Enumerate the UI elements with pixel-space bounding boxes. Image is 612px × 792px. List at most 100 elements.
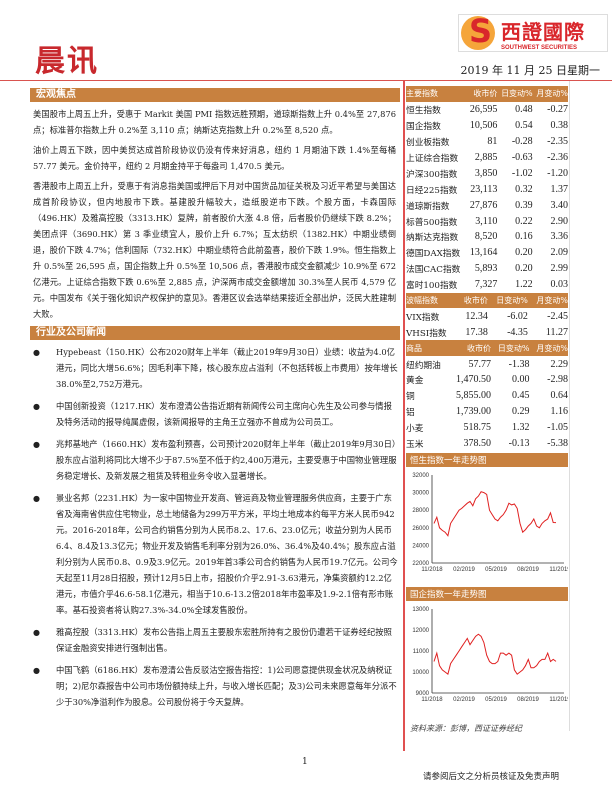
macro-paragraph: 香港股市上周五上升，受惠于有消息指美国或押后下月对中国货品加征关税及习近平希望与… [33, 181, 396, 319]
table-cell: 0.48 [515, 104, 533, 116]
table-cell: 2.29 [550, 358, 569, 370]
column-header: 月变动% [532, 86, 568, 102]
y-tick-label: 10000 [412, 670, 429, 676]
table-cell: 26,595 [469, 104, 498, 116]
column-header: 收市价 [457, 292, 488, 309]
x-tick-label: 11/2019 [549, 697, 568, 703]
table-cell: 黄金 [406, 376, 424, 387]
table-cell: 1,739.00 [455, 406, 491, 418]
column-header: 收市价 [448, 340, 491, 357]
news-text: 中国创新投资（1217.HK）发布澄清公告指近期有新闻传公司主席向心先生及公司参… [56, 401, 392, 427]
market-tables: 主要指数 收市价 日变动% 月变动% 恒生指数 26,595 0.48 -0.27 国企指数 10… [406, 86, 568, 451]
logo-en: SOUTHWEST SECURITIES [501, 44, 578, 51]
table-cell: -1.38 [508, 358, 530, 370]
table-cell: 3.36 [550, 231, 569, 243]
x-tick-label: 11/2018 [421, 567, 443, 573]
bullet-icon [30, 344, 56, 392]
y-tick-label: 30000 [412, 491, 429, 497]
divider [0, 80, 612, 81]
table-row: 铜 5,855.00 0.45 0.64 [406, 388, 568, 404]
column-header: 波幅指数 [406, 292, 458, 309]
table-row: 纳斯达克指数 8,520 0.16 3.36 [406, 229, 568, 245]
table-cell: -4.35 [507, 326, 528, 338]
table-cell: 3,850 [474, 167, 498, 179]
table-cell: 国企指数 [406, 122, 441, 133]
table-cell: 1,470.50 [455, 374, 491, 386]
left-column: 宏观焦点 美国股市上周五上升，受惠于 Markit 美国 PMI 指数远胜预期，… [30, 88, 400, 716]
bullet-icon [30, 490, 56, 618]
table-cell: 0.39 [515, 199, 533, 211]
market-table: 波幅指数 收市价 日变动% 月变动% VIX指数 12.34 -6.02 -2.45 VHSI指… [406, 292, 568, 341]
table-cell: -0.28 [511, 136, 533, 148]
news-item: Hypebeast（150.HK）公布2020财年上半年（截止2019年9月30… [30, 344, 400, 392]
table-row: 富时100指数 7,327 1.22 0.03 [406, 277, 568, 293]
table-cell: 富时100指数 [406, 281, 458, 292]
table-cell: 日经225指数 [406, 185, 458, 196]
table-cell: 5,893 [474, 263, 498, 275]
table-cell: 17.38 [465, 326, 488, 338]
table-row: 铝 1,739.00 0.29 1.16 [406, 404, 568, 420]
table-cell: 0.38 [550, 120, 569, 132]
table-row: 玉米 378.50 -0.13 -5.38 [406, 436, 568, 452]
logo-cn: 西證國際 [501, 19, 585, 44]
table-cell: -6.02 [507, 310, 528, 322]
y-tick-label: 11000 [413, 649, 430, 655]
y-tick-label: 32000 [412, 473, 429, 479]
news-item: 兆邦基地产（1660.HK）发布盈利预喜，公司预计2020财年上半年（截止201… [30, 436, 400, 484]
bullet-icon [30, 662, 56, 710]
series-line [433, 634, 557, 676]
table-cell: 7,327 [474, 279, 498, 291]
table-row: 标普500指数 3,110 0.22 2.90 [406, 213, 568, 229]
table-cell: 0.00 [511, 374, 530, 386]
table-cell: 0.03 [550, 279, 569, 291]
table-cell: 小麦 [406, 424, 424, 435]
market-table: 主要指数 收市价 日变动% 月变动% 恒生指数 26,595 0.48 -0.27 国企指数 10… [406, 86, 568, 293]
macro-heading: 宏观焦点 [30, 88, 400, 102]
table-cell: VIX指数 [406, 312, 440, 323]
bullet-icon [30, 624, 56, 656]
table-row: 上证综合指数 2,885 -0.63 -2.36 [406, 150, 568, 166]
market-table: 商品 收市价 日变动% 月变动% 纽约期油 57.77 -1.38 2.29 黄金 1,470.5… [406, 340, 568, 451]
table-cell: -2.36 [547, 152, 568, 163]
table-cell: 0.32 [515, 183, 533, 195]
hsi-chart-title: 恒生指数一年走势图 [406, 453, 568, 468]
column-header: 日变动% [487, 292, 528, 309]
table-cell: -0.27 [547, 104, 568, 116]
column-header: 月变动% [529, 340, 568, 357]
table-row: 沪深300指数 3,850 -1.02 -1.20 [406, 165, 568, 181]
table-cell: 378.50 [463, 438, 491, 450]
table-cell: -2.45 [547, 310, 568, 322]
table-cell: 2.99 [550, 263, 569, 275]
table-cell: 0.54 [515, 120, 533, 132]
table-cell: -2.35 [547, 136, 568, 148]
table-row: VIX指数 12.34 -6.02 -2.45 [406, 308, 568, 324]
table-cell: 法国CAC指数 [406, 265, 461, 276]
x-tick-label: 11/2019 [549, 567, 568, 573]
table-cell: 0.29 [511, 406, 530, 418]
table-cell: 0.16 [515, 231, 533, 243]
x-tick-label: 05/2019 [485, 567, 507, 573]
news-text: 中国飞鹤（6186.HK）发布澄清公告反驳沽空报告指控：1)公司愿意提供现金状况… [56, 665, 397, 707]
table-cell: 恒生指数 [406, 106, 441, 117]
table-cell: 标普500指数 [406, 217, 458, 228]
y-tick-label: 9000 [416, 691, 430, 697]
table-cell: -5.38 [547, 438, 568, 450]
bullet-icon [30, 436, 56, 484]
news-item: 景业名邦（2231.HK）为一家中国物业开发商、管运商及物业管理服务供应商，主要… [30, 490, 400, 618]
y-tick-label: 24000 [412, 544, 429, 550]
news-item: 雅高控股（3313.HK）发布公告指上周五主要股东宏胜所持有之股份仍遭若干证券经… [30, 624, 400, 656]
hscei-chart-title: 国企指数一年走势图 [406, 587, 568, 602]
table-row: 黄金 1,470.50 0.00 -2.98 [406, 372, 568, 388]
table-row: 德国DAX指数 13,164 0.20 2.09 [406, 245, 568, 261]
table-cell: 0.20 [515, 263, 533, 275]
table-header: 商品 收市价 日变动% 月变动% [406, 340, 568, 357]
table-cell: 11.27 [545, 326, 568, 338]
page-number: 1 [302, 757, 308, 767]
news-item: 中国飞鹤（6186.HK）发布澄清公告反驳沽空报告指控：1)公司愿意提供现金状况… [30, 662, 400, 710]
table-cell: -1.20 [547, 167, 568, 179]
table-cell: 纳斯达克指数 [406, 233, 459, 244]
table-cell: -0.13 [508, 438, 530, 450]
y-tick-label: 22000 [412, 561, 429, 567]
